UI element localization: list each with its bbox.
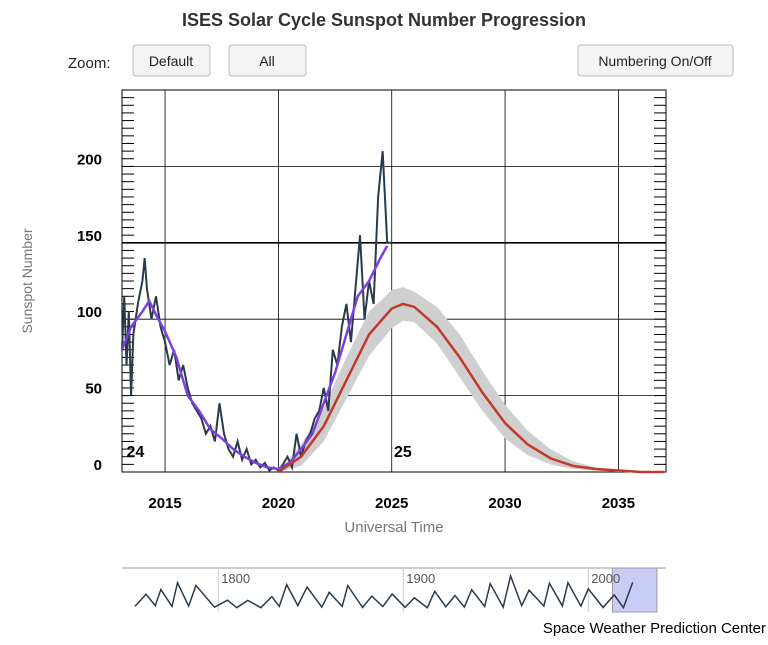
navigator-tick-label: 1900	[406, 571, 435, 586]
navigator-frame	[122, 568, 666, 612]
x-tick-label: 2020	[262, 495, 295, 512]
navigator-tick-label: 1800	[221, 571, 250, 586]
y-tick-label: 150	[77, 228, 102, 245]
series-line	[277, 302, 664, 474]
series-line	[120, 245, 389, 471]
x-tick-label: 2015	[148, 495, 181, 512]
button-label[interactable]: Numbering On/Off	[598, 53, 711, 69]
credit: Space Weather Prediction Center	[543, 620, 766, 637]
button-frame[interactable]	[228, 44, 307, 77]
button-label[interactable]: Default	[149, 53, 193, 69]
x-axis-label: Universal Time	[344, 519, 443, 536]
y-axis-label: Sunspot Number	[19, 228, 35, 333]
y-tick-label: 50	[85, 381, 102, 398]
navigator-line	[134, 573, 634, 610]
cycle-label: 25	[394, 444, 412, 461]
y-tick-label: 0	[94, 457, 102, 474]
button-frame[interactable]	[577, 44, 734, 77]
x-tick-label: 2035	[602, 495, 635, 512]
plot-area	[121, 89, 667, 473]
navigator-tick-label: 2000	[591, 571, 620, 586]
y-tick-label: 100	[77, 304, 102, 321]
button[interactable]: All	[228, 44, 307, 77]
x-tick-label: 2025	[375, 495, 408, 512]
button-frame[interactable]	[132, 44, 211, 77]
prediction-band	[278, 287, 664, 472]
navigator-selection	[612, 567, 658, 613]
button[interactable]: Numbering On/Off	[577, 44, 734, 77]
zoom-label: Zoom:	[68, 55, 111, 72]
chart-title: ISES Solar Cycle Sunspot Number Progress…	[182, 10, 586, 30]
button[interactable]: Default	[132, 44, 211, 77]
y-tick-label: 200	[77, 151, 102, 168]
button-label[interactable]: All	[259, 53, 275, 69]
x-tick-label: 2030	[488, 495, 521, 512]
plot: 0 50 100 150 200 2015 2020 2025 2030 2035 24 25 1800…	[77, 89, 667, 613]
cycle-label: 24	[127, 444, 145, 461]
